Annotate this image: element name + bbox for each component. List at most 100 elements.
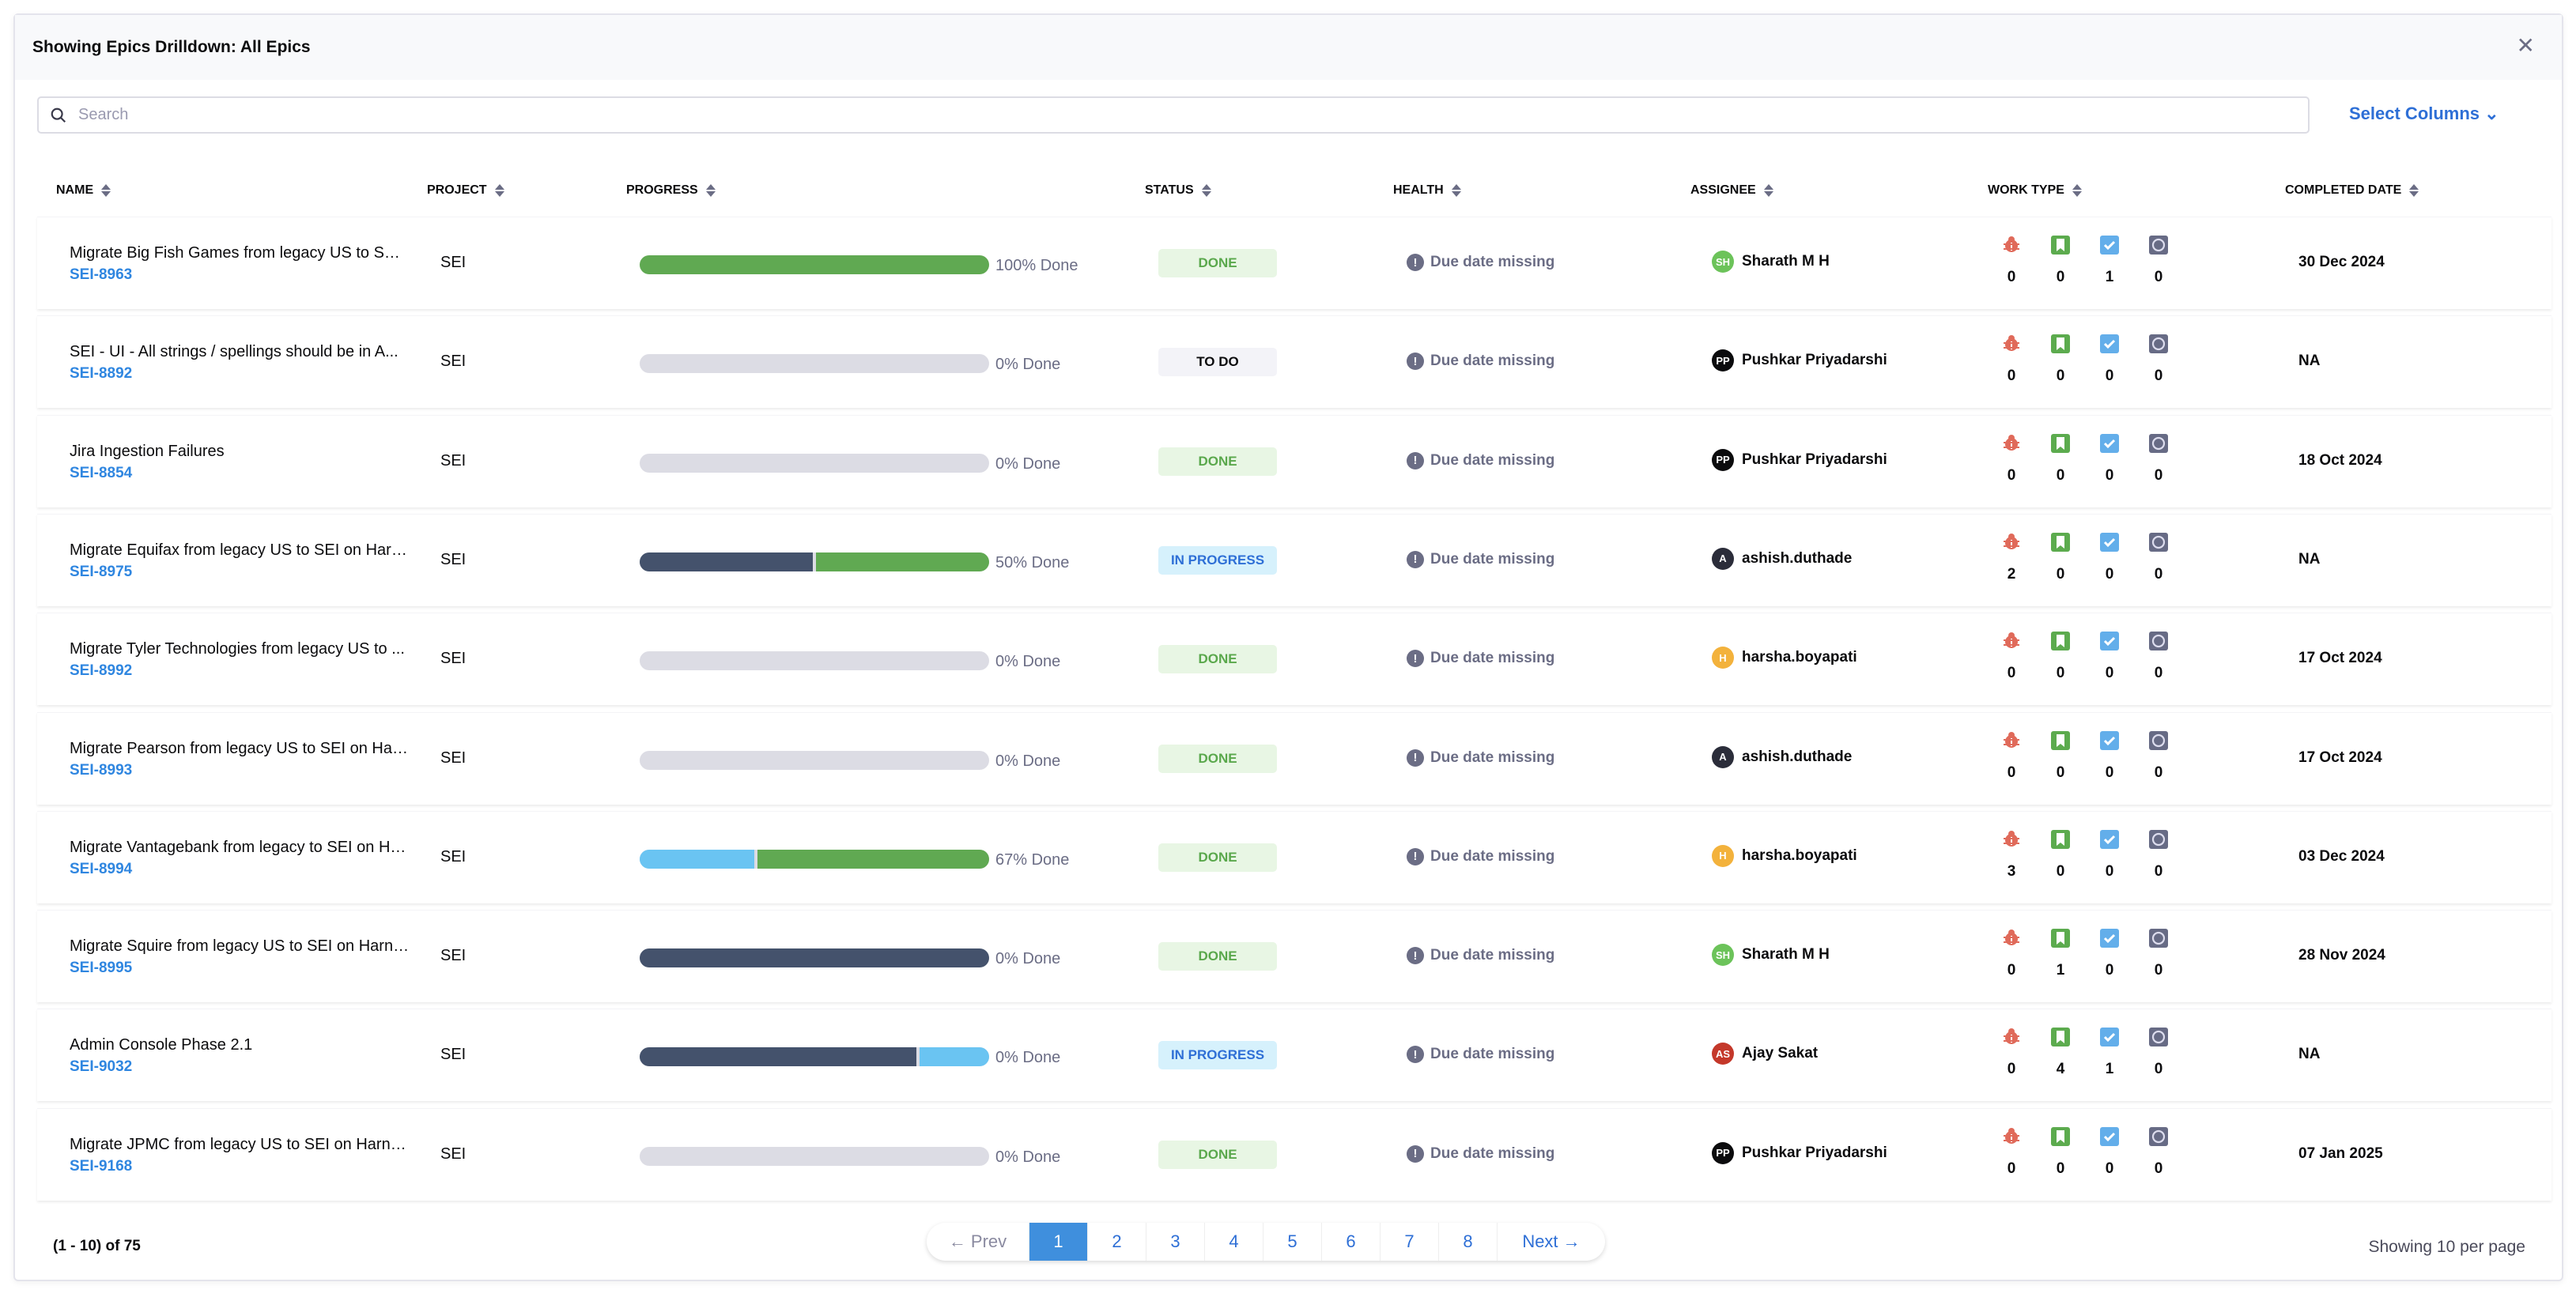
assignee: PP Pushkar Priyadarshi — [1712, 349, 1887, 372]
work-type-task: 0 — [2099, 730, 2120, 782]
work-type-counts: 0 0 0 0 — [2001, 730, 2169, 782]
table-row[interactable]: Migrate JPMC from legacy US to SEI on Ha… — [37, 1107, 2551, 1201]
subtask-icon — [2148, 235, 2169, 259]
subtask-icon — [2148, 433, 2169, 458]
work-type-story: 4 — [2050, 1027, 2071, 1078]
completed-date: 28 Nov 2024 — [2298, 947, 2385, 964]
table-row[interactable]: Jira Ingestion Failures SEI-8854 SEI 0% … — [37, 414, 2551, 507]
task-icon — [2099, 928, 2120, 952]
project: SEI — [440, 650, 466, 668]
table-row[interactable]: Migrate Squire from legacy US to SEI on … — [37, 910, 2551, 1003]
warning-icon: ! — [1407, 451, 1424, 469]
pagination: ← Prev 1 2 3 4 5 6 7 8 Next → — [927, 1223, 1605, 1261]
epic-key-link[interactable]: SEI-8892 — [70, 365, 133, 383]
page-1-button[interactable]: 1 — [1029, 1223, 1088, 1261]
select-columns-button[interactable]: Select Columns ⌄ — [2349, 104, 2499, 124]
task-icon — [2099, 829, 2120, 854]
status-badge: DONE — [1158, 249, 1277, 277]
table-row[interactable]: Migrate Vantagebank from legacy to SEI o… — [37, 810, 2551, 903]
page-8-button[interactable]: 8 — [1439, 1223, 1498, 1261]
search-field[interactable] — [37, 96, 2310, 134]
subtask-icon — [2148, 730, 2169, 755]
warning-icon: ! — [1407, 1046, 1424, 1064]
column-header-status[interactable]: STATUS — [1145, 183, 1211, 198]
work-type-count: 0 — [2154, 1160, 2163, 1177]
column-header-assignee[interactable]: ASSIGNEE — [1690, 183, 1773, 198]
epic-name: Migrate Big Fish Games from legacy US to… — [70, 244, 410, 262]
column-header-label: HEALTH — [1393, 183, 1444, 197]
completed-date: NA — [2298, 550, 2321, 568]
health: ! Due date missing — [1407, 353, 1554, 371]
work-type-bug: 2 — [2001, 532, 2022, 583]
progress-label: 0% Done — [995, 1148, 1061, 1166]
progress-segment-done — [640, 255, 989, 274]
table-row[interactable]: Migrate Tyler Technologies from legacy U… — [37, 613, 2551, 706]
work-type-bug: 0 — [2001, 1027, 2022, 1078]
table-row[interactable]: Migrate Equifax from legacy US to SEI on… — [37, 513, 2551, 606]
epic-name: Migrate Pearson from legacy US to SEI on… — [70, 739, 410, 757]
work-type-subtask: 0 — [2148, 235, 2169, 286]
status-badge: IN PROGRESS — [1158, 545, 1277, 575]
epic-key-link[interactable]: SEI-9032 — [70, 1058, 133, 1076]
page-4-button[interactable]: 4 — [1205, 1223, 1263, 1261]
column-header-label: COMPLETED DATE — [2285, 183, 2402, 197]
page-7-button[interactable]: 7 — [1381, 1223, 1439, 1261]
assignee: SH Sharath M H — [1712, 944, 1830, 967]
column-header-project[interactable]: PROJECT — [427, 183, 504, 198]
page-6-button[interactable]: 6 — [1322, 1223, 1381, 1261]
epic-key-link[interactable]: SEI-8992 — [70, 662, 133, 680]
warning-icon: ! — [1407, 847, 1424, 865]
column-header-label: PROJECT — [427, 183, 487, 197]
sort-icon — [2409, 184, 2419, 197]
work-type-count: 0 — [2105, 1160, 2114, 1177]
work-type-story: 0 — [2050, 730, 2071, 782]
column-header-name[interactable]: NAME — [56, 183, 111, 198]
epic-key-link[interactable]: SEI-8963 — [70, 266, 133, 283]
close-icon[interactable]: ✕ — [2516, 33, 2535, 58]
story-icon — [2050, 1126, 2071, 1151]
table-row[interactable]: Migrate Big Fish Games from legacy US to… — [37, 217, 2551, 309]
prev-page-button[interactable]: ← Prev — [927, 1223, 1029, 1261]
story-icon — [2050, 829, 2071, 854]
progress-segment-done — [757, 849, 989, 869]
page-5-button[interactable]: 5 — [1263, 1223, 1322, 1261]
avatar: PP — [1712, 1141, 1734, 1164]
progress-bar — [640, 1047, 989, 1067]
work-type-subtask: 0 — [2148, 334, 2169, 385]
column-header-progress[interactable]: PROGRESS — [626, 183, 716, 198]
assignee-name: Pushkar Priyadarshi — [1742, 352, 1887, 369]
task-icon — [2099, 433, 2120, 458]
status-badge: DONE — [1158, 744, 1277, 773]
column-header-work-type[interactable]: WORK TYPE — [1988, 183, 2082, 198]
page-2-button[interactable]: 2 — [1088, 1223, 1146, 1261]
bug-icon — [2001, 631, 2022, 655]
epic-key-link[interactable]: SEI-8993 — [70, 761, 133, 779]
progress-bar — [640, 453, 989, 473]
work-type-count: 0 — [2056, 466, 2065, 484]
table-row[interactable]: SEI - UI - All strings / spellings shoul… — [37, 315, 2551, 409]
page-3-button[interactable]: 3 — [1146, 1223, 1205, 1261]
sort-icon — [705, 184, 716, 197]
work-type-count: 0 — [2154, 269, 2163, 285]
epic-key-link[interactable]: SEI-8995 — [70, 960, 133, 977]
epic-key-link[interactable]: SEI-8854 — [70, 464, 133, 481]
next-page-button[interactable]: Next → — [1522, 1231, 1581, 1251]
assignee: PP Pushkar Priyadarshi — [1712, 1141, 1887, 1164]
assignee-name: Ajay Sakat — [1742, 1045, 1819, 1062]
work-type-counts: 0 0 0 0 — [2001, 631, 2169, 682]
table-row[interactable]: Admin Console Phase 2.1 SEI-9032 SEI 0% … — [37, 1009, 2551, 1102]
work-type-task: 0 — [2099, 928, 2120, 979]
work-type-count: 0 — [2007, 665, 2016, 682]
health: ! Due date missing — [1407, 1145, 1554, 1163]
table-row[interactable]: Migrate Pearson from legacy US to SEI on… — [37, 711, 2551, 805]
epic-key-link[interactable]: SEI-9168 — [70, 1157, 133, 1175]
search-input[interactable] — [78, 106, 2213, 124]
assignee-name: harsha.boyapati — [1742, 847, 1857, 864]
column-header-health[interactable]: HEALTH — [1393, 183, 1461, 198]
column-header-completed-date[interactable]: COMPLETED DATE — [2285, 183, 2419, 198]
avatar: A — [1712, 745, 1734, 768]
epic-key-link[interactable]: SEI-8994 — [70, 860, 133, 877]
health: ! Due date missing — [1407, 550, 1554, 568]
avatar: PP — [1712, 349, 1734, 372]
epic-key-link[interactable]: SEI-8975 — [70, 563, 133, 580]
